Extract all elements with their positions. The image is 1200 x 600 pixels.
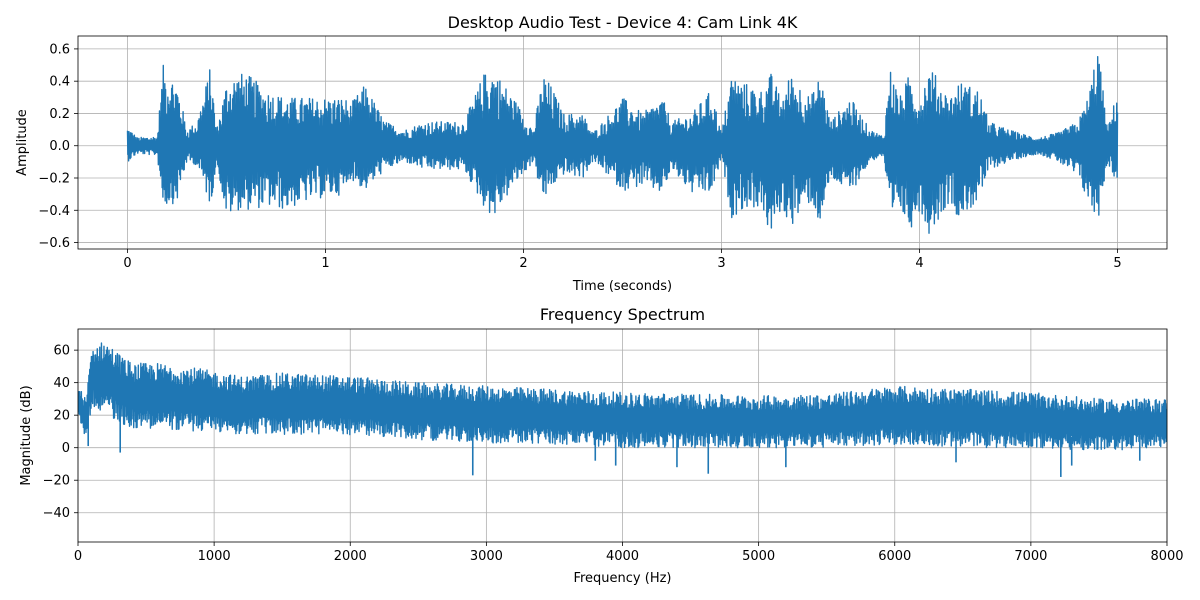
waveform-y-label: Amplitude xyxy=(15,109,30,176)
spectrum-y-tick-label: 60 xyxy=(53,344,70,359)
spectrum-y-tick-label: 20 xyxy=(53,409,70,424)
waveform-y-tick-label: 0.2 xyxy=(49,107,70,122)
spectrum-signal-line xyxy=(78,342,1167,451)
spectrum-title: Frequency Spectrum xyxy=(540,305,705,324)
waveform-y-tick-label: −0.4 xyxy=(38,204,70,219)
spectrum-x-tick-label: 5000 xyxy=(742,549,775,564)
waveform-panel: Desktop Audio Test - Device 4: Cam Link … xyxy=(15,13,1168,294)
waveform-x-tick-label: 0 xyxy=(123,256,131,271)
spectrum-x-tick-label: 4000 xyxy=(606,549,639,564)
waveform-y-tick-label: −0.2 xyxy=(38,172,70,187)
spectrum-x-tick-label: 1000 xyxy=(198,549,231,564)
waveform-x-ticks: 0 1 2 3 4 5 xyxy=(123,249,1122,271)
waveform-y-tick-label: 0.0 xyxy=(49,139,70,154)
spectrum-y-ticks: −40 −20 0 20 40 60 xyxy=(43,344,78,521)
waveform-y-tick-label: −0.6 xyxy=(38,236,70,251)
waveform-axes-frame xyxy=(77,35,1168,250)
spectrum-x-tick-label: 3000 xyxy=(470,549,503,564)
spectrum-x-label: Frequency (Hz) xyxy=(573,571,671,586)
spectrum-panel: Frequency Spectrum 0 1000 2000 3000 4000 5000… xyxy=(19,305,1184,586)
spectrum-x-tick-label: 8000 xyxy=(1150,549,1183,564)
waveform-x-tick-label: 5 xyxy=(1113,256,1121,271)
waveform-title: Desktop Audio Test - Device 4: Cam Link … xyxy=(448,13,798,32)
spectrum-y-label: Magnitude (dB) xyxy=(19,385,34,485)
waveform-x-label: Time (seconds) xyxy=(572,279,672,294)
waveform-plot xyxy=(126,56,1119,234)
waveform-signal-line xyxy=(126,56,1119,234)
waveform-trace-group xyxy=(126,56,1119,234)
waveform-x-tick-label: 4 xyxy=(915,256,923,271)
spectrum-x-tick-label: 6000 xyxy=(878,549,911,564)
waveform-x-tick-label: 1 xyxy=(321,256,329,271)
spectrum-x-tick-label: 0 xyxy=(74,549,82,564)
waveform-y-ticks: −0.6 −0.4 −0.2 0.0 0.2 0.4 0.6 xyxy=(38,42,78,251)
spectrum-x-ticks: 0 1000 2000 3000 4000 5000 6000 7000 8000 xyxy=(74,542,1184,564)
waveform-x-tick-label: 3 xyxy=(717,256,725,271)
spectrum-plot xyxy=(78,342,1167,477)
spectrum-trace-group xyxy=(78,342,1167,477)
spectrum-y-tick-label: 0 xyxy=(62,441,70,456)
spectrum-y-tick-label: −40 xyxy=(43,506,70,521)
waveform-x-tick-label: 2 xyxy=(519,256,527,271)
waveform-y-tick-label: 0.4 xyxy=(49,75,70,90)
spectrum-x-tick-label: 7000 xyxy=(1014,549,1047,564)
spectrum-x-tick-label: 2000 xyxy=(334,549,367,564)
waveform-y-tick-label: 0.6 xyxy=(49,42,70,57)
spectrum-y-tick-label: 40 xyxy=(53,376,70,391)
spectrum-y-tick-label: −20 xyxy=(43,474,70,489)
